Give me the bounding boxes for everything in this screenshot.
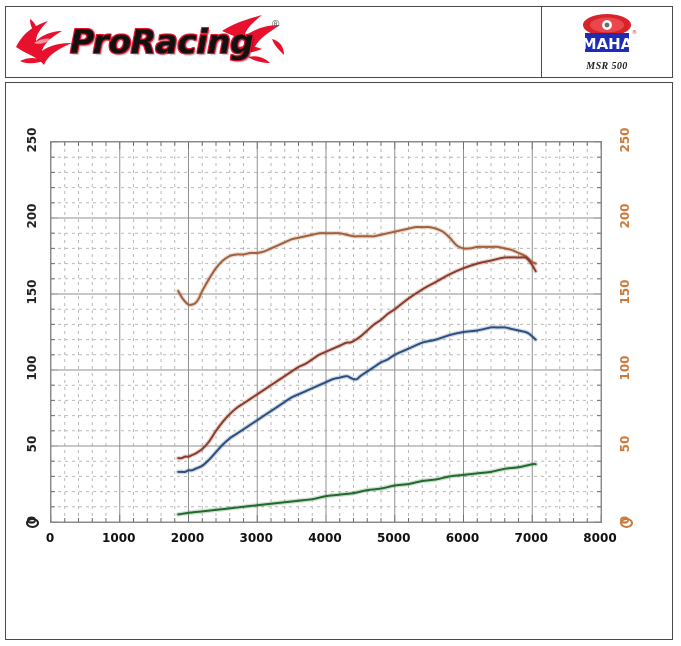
x-tick-5000: 5000 bbox=[377, 531, 411, 545]
x-tick-6000: 6000 bbox=[445, 531, 480, 545]
power-engine-curve-halo bbox=[175, 255, 538, 461]
flame-right-decoration bbox=[218, 13, 288, 69]
header-brand-panel: ProRacing ® bbox=[6, 7, 541, 77]
x-tick-1000: 1000 bbox=[102, 531, 136, 545]
right-axis-origin-marker bbox=[620, 518, 633, 528]
y-tick-left-100: 100 bbox=[25, 355, 39, 381]
drag-loss-curve bbox=[177, 463, 537, 516]
report-header: ProRacing ® ® MAHA MSR bbox=[5, 6, 673, 78]
chart-grid bbox=[51, 142, 601, 522]
power-engine-curve bbox=[177, 256, 537, 460]
power-wheel-curve-halo bbox=[175, 324, 538, 475]
x-tick-0: 0 bbox=[45, 531, 55, 545]
header-device-panel: ® MAHA MSR 500 bbox=[542, 7, 672, 77]
device-model-label: MSR 500 bbox=[586, 61, 628, 72]
x-tick-3000: 3000 bbox=[239, 531, 273, 545]
svg-text:®: ® bbox=[632, 29, 637, 36]
registered-trademark-icon: ® bbox=[272, 19, 280, 30]
torque-curve-halo bbox=[175, 224, 538, 308]
flame-left-decoration bbox=[14, 17, 76, 71]
proracing-logo: ProRacing ® bbox=[14, 11, 284, 75]
x-tick-2000: 2000 bbox=[170, 531, 205, 545]
x-tick-4000: 4000 bbox=[308, 531, 342, 545]
drag-loss-curve-halo bbox=[175, 461, 538, 517]
x-tick-7000: 7000 bbox=[514, 531, 548, 545]
header-divider bbox=[541, 7, 542, 77]
torque-curve bbox=[177, 226, 537, 306]
y-tick-left-150: 150 bbox=[25, 279, 39, 305]
left-axis-origin-marker bbox=[26, 518, 39, 528]
y-tick-right-200: 200 bbox=[618, 203, 632, 229]
y-tick-right-250: 250 bbox=[618, 127, 632, 153]
y-tick-right-150: 150 bbox=[618, 279, 632, 305]
y-tick-left-250: 250 bbox=[25, 127, 39, 153]
y-tick-left-200: 200 bbox=[25, 203, 39, 229]
x-tick-8000: 8000 bbox=[583, 531, 617, 545]
y-tick-right-100: 100 bbox=[618, 355, 632, 381]
dyno-chart bbox=[50, 141, 602, 523]
proracing-wordmark: ProRacing bbox=[70, 22, 254, 61]
svg-text:MAHA: MAHA bbox=[582, 35, 633, 53]
y-tick-right-50: 50 bbox=[618, 435, 632, 453]
chart-curves bbox=[175, 224, 538, 517]
power-wheel-curve bbox=[177, 326, 537, 473]
plot-area bbox=[50, 141, 602, 523]
maha-logo: ® MAHA bbox=[572, 12, 642, 58]
y-tick-left-50: 50 bbox=[25, 435, 39, 453]
